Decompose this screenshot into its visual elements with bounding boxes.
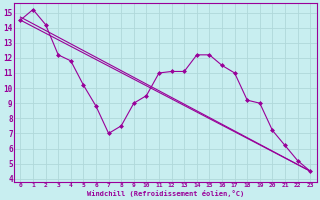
- X-axis label: Windchill (Refroidissement éolien,°C): Windchill (Refroidissement éolien,°C): [87, 190, 244, 197]
